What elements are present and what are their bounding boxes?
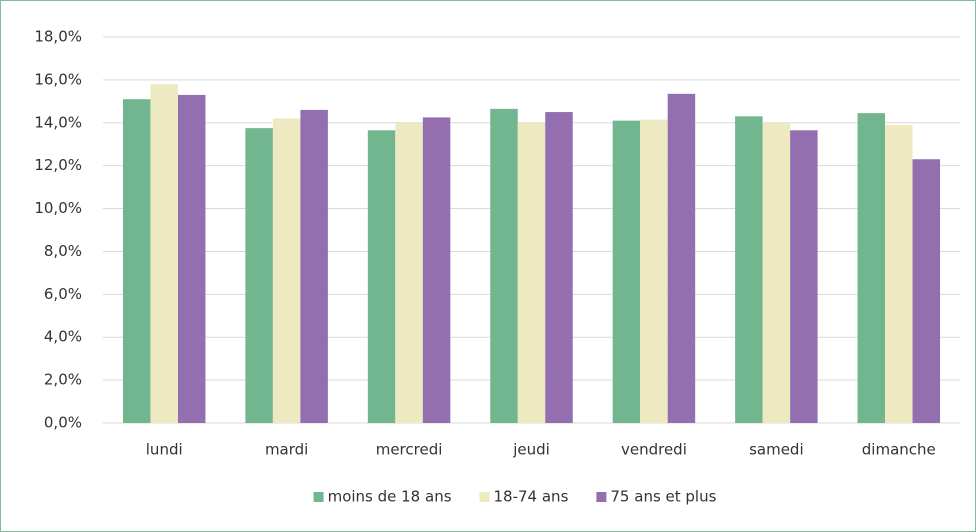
bar [517, 122, 546, 424]
bar [122, 99, 151, 423]
y-tick-label: 18,0% [34, 28, 82, 46]
bar [885, 124, 913, 423]
x-tick-label: mardi [265, 441, 308, 459]
bar [490, 108, 518, 423]
y-tick-label: 16,0% [34, 70, 82, 88]
bar [367, 130, 396, 424]
x-tick-label: vendredi [621, 441, 687, 459]
y-tick-label: 4,0% [44, 328, 82, 346]
legend-label: 75 ans et plus [610, 488, 716, 506]
y-tick-label: 6,0% [44, 285, 82, 303]
bar [150, 84, 178, 423]
bar [612, 120, 641, 423]
bar [640, 119, 668, 424]
bar [422, 117, 451, 424]
y-tick-label: 14,0% [34, 113, 82, 131]
bar [857, 113, 886, 423]
legend-swatch [479, 492, 490, 502]
bar [272, 118, 301, 423]
x-tick-label: mercredi [376, 441, 443, 459]
bar [735, 116, 763, 423]
bar [395, 122, 423, 424]
bar [245, 128, 273, 423]
y-tick-label: 12,0% [34, 156, 82, 174]
bar [667, 93, 696, 424]
bar [300, 109, 328, 424]
bar [790, 130, 818, 424]
bar [762, 122, 791, 424]
y-tick-label: 2,0% [44, 371, 82, 389]
y-tick-label: 10,0% [34, 199, 82, 217]
x-tick-label: jeudi [512, 441, 550, 459]
bar [177, 94, 206, 424]
bar [545, 112, 573, 424]
y-tick-label: 8,0% [44, 242, 82, 260]
legend-swatch [313, 492, 324, 502]
legend-swatch [596, 492, 607, 502]
legend-label: 18-74 ans [494, 488, 569, 506]
y-tick-label: 0,0% [44, 414, 82, 432]
bar [912, 159, 941, 423]
legend-label: moins de 18 ans [328, 488, 452, 506]
x-tick-label: samedi [749, 441, 804, 459]
x-tick-label: lundi [146, 441, 183, 459]
x-tick-label: dimanche [862, 441, 936, 459]
